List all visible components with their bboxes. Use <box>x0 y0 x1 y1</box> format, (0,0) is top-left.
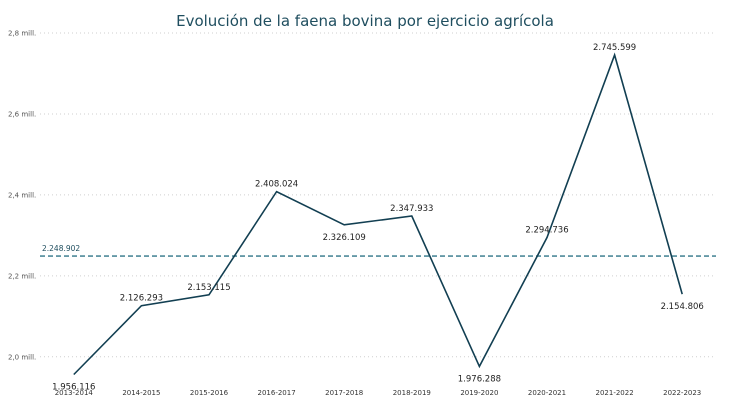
x-tick-label: 2018-2019 <box>393 389 431 397</box>
chart-title: Evolución de la faena bovina por ejercic… <box>176 12 554 30</box>
data-label: 1.956.116 <box>52 383 95 393</box>
x-tick-label: 2014-2015 <box>122 389 160 397</box>
x-tick-label: 2015-2016 <box>190 389 229 397</box>
x-axis-ticks: 2013-2014 2014-2015 2015-2016 2016-2017 2017… <box>55 389 702 397</box>
average-label: 2.248.902 <box>42 244 80 253</box>
x-tick-label: 2020-2021 <box>528 389 566 397</box>
data-label: 2.126.293 <box>120 294 163 304</box>
x-tick-label: 2021-2022 <box>596 389 634 397</box>
x-tick-label: 2017-2018 <box>325 389 363 397</box>
series-line <box>73 52 683 376</box>
grid-layer <box>40 32 716 358</box>
data-labels: 1.956.116 2.126.293 2.153.115 2.408.024 2.32… <box>52 43 704 393</box>
data-label: 2.745.599 <box>593 43 636 53</box>
average-reference: 2.248.902 <box>40 244 716 257</box>
y-tick-label: 2,0 mill. <box>8 353 36 361</box>
y-axis-ticks: 2,0 mill. 2,2 mill. 2,4 mill. 2,6 mill. 2,8 … <box>8 30 36 362</box>
data-label: 2.294.736 <box>525 225 568 235</box>
y-tick-label: 2,6 mill. <box>8 110 36 118</box>
data-label: 2.408.024 <box>255 180 298 190</box>
data-label: 2.347.933 <box>390 204 433 214</box>
y-tick-label: 2,2 mill. <box>8 272 36 280</box>
x-tick-label: 2019-2020 <box>460 389 498 397</box>
data-label: 2.326.109 <box>323 233 366 243</box>
x-tick-label: 2022-2023 <box>663 389 701 397</box>
data-label: 1.976.288 <box>458 374 501 384</box>
x-tick-label: 2013-2014 <box>55 389 94 397</box>
y-tick-label: 2,8 mill. <box>8 30 36 38</box>
series-layer <box>73 52 683 376</box>
data-label: 2.154.806 <box>661 302 704 312</box>
data-label: 2.153.115 <box>187 283 230 293</box>
x-tick-label: 2016-2017 <box>258 389 296 397</box>
y-tick-label: 2,4 mill. <box>8 191 36 199</box>
